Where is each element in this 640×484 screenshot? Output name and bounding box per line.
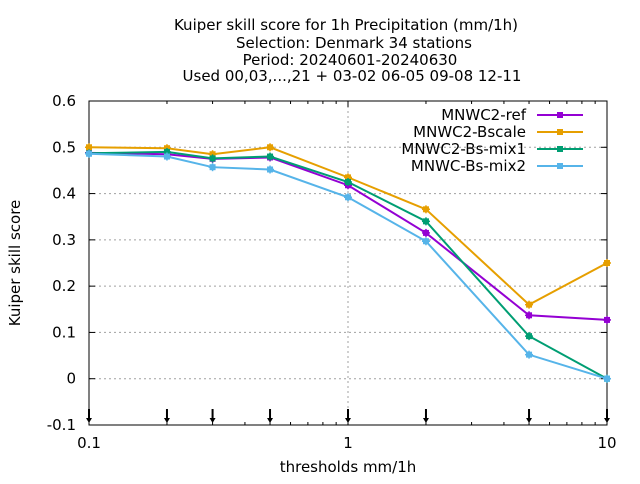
legend-label: MNWC-Bs-mix2 (411, 157, 526, 175)
series-mnwc2-bscale (85, 143, 611, 309)
threshold-marker-head (209, 418, 216, 423)
threshold-marker-head (345, 418, 351, 423)
x-tick-label: 0.1 (77, 434, 101, 452)
y-tick-label: 0.4 (52, 185, 76, 203)
title-line-2: Selection: Denmark 34 stations (236, 34, 472, 52)
y-axis-label: Kuiper skill score (6, 200, 24, 327)
legend-entry: MNWC2-Bs-mix1 (401, 140, 583, 158)
series-mnwc2-bs-mix1 (85, 147, 611, 383)
y-tick-label: 0.1 (52, 323, 76, 341)
legend-label: MNWC2-Bs-mix1 (401, 140, 526, 158)
threshold-markers (86, 409, 610, 423)
series-lines (85, 143, 611, 383)
legend-label: MNWC2-Bscale (413, 123, 526, 141)
series-line (88, 146, 608, 306)
series-mnwc-bs-mix2 (85, 149, 611, 383)
series-line (88, 151, 608, 321)
legend: MNWC2-refMNWC2-BscaleMNWC2-Bs-mix1MNWC-B… (401, 106, 583, 175)
legend-marker (557, 112, 563, 118)
series-line (88, 152, 608, 380)
legend-marker (557, 163, 563, 169)
legend-label: MNWC2-ref (441, 106, 526, 124)
x-tick-label: 10 (597, 434, 616, 452)
legend-marker (557, 146, 563, 152)
legend-entry: MNWC-Bs-mix2 (411, 157, 583, 175)
y-tick-label: 0.3 (52, 231, 76, 249)
y-tick-label: 0 (66, 370, 76, 388)
y-tick-label: -0.1 (47, 416, 76, 434)
legend-marker (557, 129, 563, 135)
threshold-marker-head (526, 418, 533, 423)
y-tick-label: 0.6 (52, 92, 76, 110)
x-tick-labels: 0.1 1 10 (77, 434, 616, 452)
grid (89, 101, 607, 425)
y-tick-label: 0.5 (52, 138, 76, 156)
threshold-marker-head (422, 418, 429, 423)
title-line-3: Period: 20240601-20240630 (243, 51, 458, 69)
y-tick-label: 0.2 (52, 277, 76, 295)
threshold-marker-head (163, 418, 170, 423)
threshold-marker-head (86, 418, 92, 423)
threshold-marker-head (604, 418, 610, 423)
chart-title: Kuiper skill score for 1h Precipitation … (174, 16, 522, 85)
x-tick-label: 1 (343, 434, 353, 452)
series-line (88, 150, 608, 380)
legend-entry: MNWC2-Bscale (413, 123, 583, 141)
title-line-1: Kuiper skill score for 1h Precipitation … (174, 16, 518, 34)
title-line-4: Used 00,03,...,21 + 03-02 06-05 09-08 12… (183, 67, 522, 85)
x-axis-label: thresholds mm/1h (280, 458, 417, 476)
threshold-marker-head (267, 418, 274, 423)
legend-entry: MNWC2-ref (441, 106, 583, 124)
y-tick-labels: -0.1 0 0.1 0.2 0.3 0.4 0.5 0.6 (47, 92, 76, 434)
